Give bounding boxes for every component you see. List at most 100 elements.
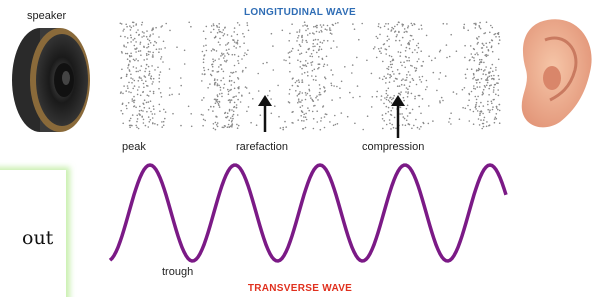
speaker-icon [12,28,90,132]
particle [215,102,217,104]
particle [399,93,401,95]
particle [289,102,291,104]
particle [132,88,134,90]
particle [218,71,220,73]
particle [496,82,498,84]
particle [143,103,145,105]
particle [459,118,461,120]
particle [161,56,163,58]
particle [143,119,145,121]
particle [498,59,500,61]
particle [272,45,274,47]
particle [157,67,159,69]
particle [371,106,373,108]
particle [250,122,252,124]
particle [470,45,472,47]
particle [476,52,478,54]
particle [471,53,473,55]
particle [125,46,127,48]
particle [141,24,143,26]
particle [312,46,314,48]
particle [405,91,407,93]
particle [389,74,391,76]
particle [445,75,447,77]
particle [409,81,411,83]
particle [320,41,322,43]
particle [204,120,206,122]
particle [237,43,239,45]
particle [385,23,387,25]
particle [299,53,301,55]
particle [238,125,240,127]
particle [306,119,308,121]
particle [482,43,484,45]
particle [298,49,300,51]
particle [210,106,212,108]
particle [237,77,239,79]
particle [169,68,171,70]
particle [407,91,409,93]
particle [241,58,243,60]
particle [172,113,174,115]
particle [295,82,297,84]
particle [146,53,148,55]
particle [208,109,210,111]
particle [243,42,245,44]
particle [235,71,237,73]
particle [217,96,219,98]
particle [418,106,420,108]
particle [149,73,151,75]
particle [217,122,219,124]
particle [388,46,390,48]
particle [483,62,485,64]
particle [302,92,304,94]
particle [383,44,385,46]
particle [307,93,309,95]
particle [382,128,384,130]
particle [314,46,316,48]
particle [383,76,385,78]
particle [220,89,222,91]
particle [214,60,216,62]
particle [229,102,231,104]
particle [392,60,394,62]
particle [150,42,152,44]
particle [331,33,333,35]
particle [498,75,500,77]
particle [142,110,144,112]
particle [289,56,291,58]
particle [206,50,208,52]
particle [449,56,451,58]
particle [148,101,150,103]
particle [122,93,124,95]
particle [307,34,309,36]
particle [318,67,320,69]
particle [148,74,150,76]
particle [301,79,303,81]
particle [127,37,129,39]
particle [478,36,480,38]
particle [135,125,137,127]
particle [487,79,489,81]
particle [499,104,501,106]
particle [122,103,124,105]
particle [301,111,303,113]
particle [320,129,322,131]
particle [143,122,145,124]
particle [130,53,132,55]
particle [231,80,233,82]
particle [464,45,466,47]
particle [380,27,382,29]
particle [292,122,294,124]
particle [231,120,233,122]
particle [313,118,315,120]
particle [487,104,489,106]
particle [426,35,428,37]
particle [245,86,247,88]
particle [391,67,393,69]
particle [464,24,466,26]
particle [483,119,485,121]
particle [406,60,408,62]
particle [310,62,312,64]
particle [400,62,402,64]
